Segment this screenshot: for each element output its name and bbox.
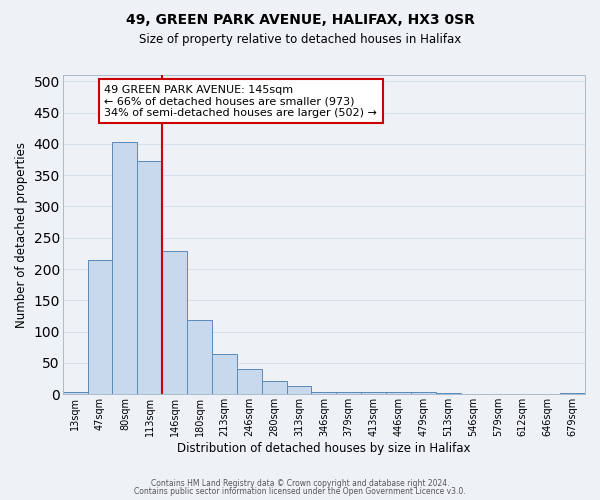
- Bar: [112, 142, 137, 395]
- Bar: [88, 260, 112, 394]
- Text: 49 GREEN PARK AVENUE: 145sqm
← 66% of detached houses are smaller (973)
34% of s: 49 GREEN PARK AVENUE: 145sqm ← 66% of de…: [104, 84, 377, 118]
- Bar: [137, 162, 162, 394]
- Bar: [311, 392, 336, 394]
- Text: Contains HM Land Registry data © Crown copyright and database right 2024.: Contains HM Land Registry data © Crown c…: [151, 478, 449, 488]
- X-axis label: Distribution of detached houses by size in Halifax: Distribution of detached houses by size …: [177, 442, 470, 455]
- Text: Size of property relative to detached houses in Halifax: Size of property relative to detached ho…: [139, 32, 461, 46]
- Bar: [361, 392, 386, 394]
- Bar: [436, 393, 461, 394]
- Bar: [336, 392, 361, 394]
- Bar: [287, 386, 311, 394]
- Bar: [560, 393, 585, 394]
- Text: Contains public sector information licensed under the Open Government Licence v3: Contains public sector information licen…: [134, 487, 466, 496]
- Bar: [187, 320, 212, 394]
- Bar: [237, 369, 262, 394]
- Bar: [162, 251, 187, 394]
- Bar: [262, 381, 287, 394]
- Text: 49, GREEN PARK AVENUE, HALIFAX, HX3 0SR: 49, GREEN PARK AVENUE, HALIFAX, HX3 0SR: [125, 12, 475, 26]
- Bar: [212, 354, 237, 395]
- Y-axis label: Number of detached properties: Number of detached properties: [15, 142, 28, 328]
- Bar: [411, 392, 436, 394]
- Bar: [386, 392, 411, 394]
- Bar: [63, 392, 88, 394]
